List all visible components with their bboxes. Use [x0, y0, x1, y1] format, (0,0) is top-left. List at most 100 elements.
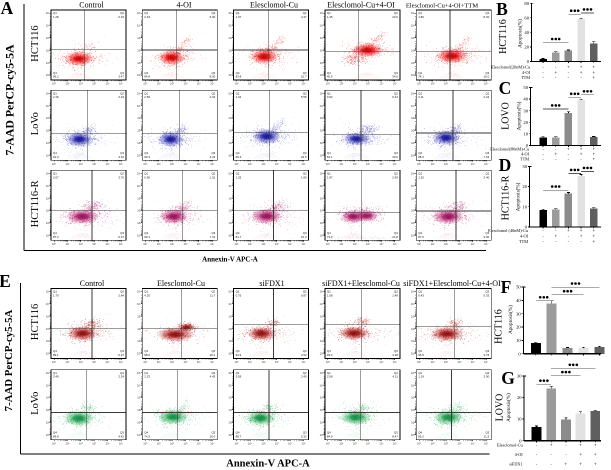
svg-text:Q4: Q4	[327, 231, 331, 235]
svg-text:Q4: Q4	[327, 71, 331, 75]
svg-text:2.11: 2.11	[418, 95, 424, 99]
svg-text:10: 10	[516, 338, 521, 343]
svg-text:Q4: Q4	[53, 431, 57, 435]
svg-text:10³: 10³	[137, 314, 141, 318]
svg-text:10⁰: 10⁰	[326, 162, 331, 166]
svg-text:Q3: Q3	[211, 349, 215, 353]
svg-text:30.6: 30.6	[392, 155, 398, 159]
svg-text:34.6: 34.6	[392, 75, 398, 79]
svg-text:Q2: Q2	[394, 91, 398, 95]
svg-text:10⁵: 10⁵	[393, 242, 397, 246]
svg-text:Q3: Q3	[485, 71, 489, 75]
svg-text:10⁴: 10⁴	[197, 242, 202, 246]
svg-text:10⁴: 10⁴	[288, 162, 293, 166]
svg-text:2.67: 2.67	[53, 175, 59, 179]
svg-text:10⁵: 10⁵	[210, 162, 214, 166]
svg-text:10²: 10²	[444, 441, 448, 445]
svg-text:Q1: Q1	[53, 290, 57, 294]
svg-text:10⁴: 10⁴	[379, 360, 384, 364]
svg-text:7-AAD PerCP-cy5-5A: 7-AAD PerCP-cy5-5A	[3, 44, 17, 156]
svg-text:Q4: Q4	[418, 349, 422, 353]
svg-text:-: -	[565, 452, 567, 457]
svg-text:10³: 10³	[411, 116, 415, 120]
svg-text:Q1: Q1	[418, 11, 422, 15]
svg-text:Q3: Q3	[485, 151, 489, 155]
svg-text:50: 50	[516, 285, 521, 290]
svg-text:HCT116: HCT116	[494, 309, 505, 344]
svg-text:10²: 10²	[46, 209, 50, 213]
svg-text:10⁴: 10⁴	[137, 383, 142, 387]
svg-text:10⁰: 10⁰	[417, 162, 422, 166]
svg-text:10⁴: 10⁴	[379, 242, 384, 246]
svg-text:10⁴: 10⁴	[106, 242, 111, 246]
svg-text:10¹: 10¹	[431, 162, 435, 166]
svg-text:10⁴: 10⁴	[228, 383, 233, 387]
svg-text:1.45: 1.45	[327, 15, 333, 19]
svg-text:10⁵: 10⁵	[411, 371, 415, 375]
svg-text:10⁰: 10⁰	[52, 441, 57, 445]
svg-text:+: +	[554, 152, 557, 157]
svg-text:D: D	[499, 155, 512, 175]
svg-text:4.16: 4.16	[118, 155, 124, 159]
svg-text:10⁰: 10⁰	[326, 82, 331, 86]
svg-text:10⁵: 10⁵	[302, 162, 306, 166]
svg-text:-: -	[536, 452, 538, 457]
svg-text:10³: 10³	[366, 360, 370, 364]
svg-text:-: -	[542, 157, 544, 162]
svg-text:10³: 10³	[184, 162, 188, 166]
svg-text:10³: 10³	[229, 314, 233, 318]
svg-text:G: G	[501, 368, 515, 388]
svg-text:Q3: Q3	[394, 71, 398, 75]
svg-text:11.7: 11.7	[210, 293, 216, 297]
svg-text:10⁴: 10⁴	[197, 360, 202, 364]
svg-text:Q1: Q1	[236, 371, 240, 375]
svg-text:2.56: 2.56	[144, 95, 150, 99]
svg-text:10¹: 10¹	[65, 242, 69, 246]
svg-text:Q2: Q2	[211, 371, 215, 375]
svg-text:0.87: 0.87	[301, 293, 307, 297]
svg-text:-: -	[555, 146, 557, 151]
svg-text:Q1: Q1	[236, 11, 240, 15]
svg-text:7.01: 7.01	[210, 235, 216, 239]
svg-text:10⁰: 10⁰	[228, 234, 233, 238]
svg-text:10³: 10³	[184, 360, 188, 364]
svg-text:10⁴: 10⁴	[411, 24, 416, 28]
svg-text:Q3: Q3	[303, 349, 307, 353]
svg-text:Q1: Q1	[327, 11, 331, 15]
svg-text:10⁰: 10⁰	[326, 242, 331, 246]
svg-text:62.1: 62.1	[327, 155, 333, 159]
svg-text:Q3: Q3	[211, 231, 215, 235]
svg-text:4.23: 4.23	[210, 155, 216, 159]
svg-text:1.28: 1.28	[53, 15, 59, 19]
svg-text:Q1: Q1	[418, 91, 422, 95]
svg-text:TTM: TTM	[521, 75, 530, 80]
svg-text:10⁰: 10⁰	[143, 360, 148, 364]
svg-text:94.9: 94.9	[236, 353, 242, 357]
svg-text:10¹: 10¹	[65, 162, 69, 166]
svg-text:10²: 10²	[261, 242, 265, 246]
svg-text:10: 10	[517, 417, 522, 422]
svg-text:+: +	[579, 443, 582, 448]
svg-text:Q3: Q3	[485, 431, 489, 435]
svg-text:10³: 10³	[137, 116, 141, 120]
svg-text:87.0: 87.0	[418, 235, 424, 239]
svg-text:Q1: Q1	[53, 91, 57, 95]
svg-text:58.0: 58.0	[144, 353, 150, 357]
svg-text:10⁰: 10⁰	[411, 73, 416, 77]
svg-text:10¹: 10¹	[157, 441, 161, 445]
svg-text:10⁴: 10⁴	[137, 104, 142, 108]
svg-text:10¹: 10¹	[65, 82, 69, 86]
svg-text:10³: 10³	[229, 36, 233, 40]
svg-text:10¹: 10¹	[157, 242, 161, 246]
svg-text:10⁵: 10⁵	[411, 290, 415, 294]
svg-text:10⁰: 10⁰	[228, 352, 233, 356]
svg-text:Q2: Q2	[394, 172, 398, 176]
svg-text:4-OI: 4-OI	[515, 452, 524, 457]
svg-text:1.97: 1.97	[327, 175, 333, 179]
svg-text:10⁴: 10⁴	[106, 360, 111, 364]
svg-text:10²: 10²	[261, 162, 265, 166]
svg-text:+: +	[567, 65, 570, 70]
svg-text:10³: 10³	[275, 162, 279, 166]
svg-text:10⁴: 10⁴	[228, 24, 233, 28]
svg-text:10⁴: 10⁴	[228, 184, 233, 188]
